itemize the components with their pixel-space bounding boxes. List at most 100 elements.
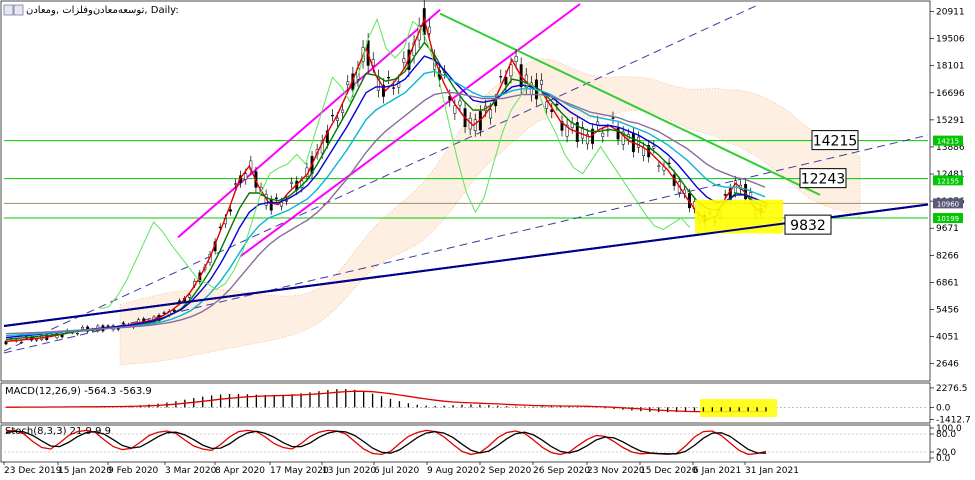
window-title-bar: توسعه‌معادن‌وفلزات ,ومعادن, Daily:: [3, 4, 179, 16]
date-tick-label: 15 Jan 2020: [58, 466, 112, 476]
level-tag-box: [799, 168, 847, 189]
candle-body: [657, 165, 661, 168]
price-tick-label: 16696: [936, 89, 965, 99]
candle-body: [381, 84, 385, 97]
chikou-line: [99, 18, 691, 310]
candle-body: [514, 56, 518, 62]
candle-body: [121, 322, 125, 324]
macd-signal-line: [6, 390, 766, 413]
candle-body: [586, 134, 589, 145]
price-tick-label: 8266: [936, 251, 959, 261]
candle-body: [560, 121, 564, 131]
macd-highlight-box: [700, 399, 777, 417]
price-tick-label: 12481: [936, 170, 965, 180]
stoch-tick-label: 80.0: [936, 430, 956, 440]
candle-body: [137, 319, 141, 323]
candle-body: [269, 199, 273, 211]
candle-body: [35, 339, 39, 341]
date-tick-label: 6 Jan 2021: [693, 466, 741, 476]
stoch-tick-label: 100.0: [936, 424, 962, 434]
candle-body: [540, 79, 544, 85]
level-tags: 14215 12155 10960 10199 14215 12243 9832: [784, 130, 963, 235]
support-trendline-overlay: [3, 203, 929, 328]
candle-body: [325, 130, 329, 143]
candle-body: [616, 127, 620, 140]
highlights: [3, 199, 929, 328]
stoch-panel-frame: [0, 424, 931, 463]
candle-body: [4, 341, 8, 345]
level-tag-label: 14215: [813, 134, 858, 150]
date-tick-label: 23 Dec 2019: [4, 466, 62, 476]
window-title: توسعه‌معادن‌وفلزات ,ومعادن, Daily:: [26, 5, 179, 16]
date-tick-label: 15 Dec 2020: [640, 466, 698, 476]
candle-body: [244, 173, 248, 180]
candle-body: [290, 181, 294, 184]
candle-body: [402, 58, 406, 63]
price-tick-label: 18101: [936, 62, 965, 72]
price-tag-label: 10960: [937, 200, 959, 208]
level-tag-label: 12243: [801, 172, 846, 188]
dashed-trendline-upper: [3, 3, 761, 352]
date-tick-label: 31 Jan 2021: [745, 466, 799, 476]
candle-body: [75, 332, 79, 335]
support-highlight-box: [695, 199, 783, 234]
candle-body: [565, 124, 569, 137]
price-tag-box: [933, 213, 963, 224]
price-tag-box: [933, 135, 963, 146]
candle-body: [172, 309, 176, 312]
candle-body: [330, 114, 334, 117]
channel-lower-line: [239, 3, 581, 258]
macd-signal-polyline: [6, 390, 766, 413]
stoch-axis: 100.080.0 20.00.0: [4, 424, 962, 464]
level-tag-label: 9832: [790, 218, 826, 234]
price-tick-label: 6861: [936, 278, 959, 288]
date-tick-label: 3 Mar 2020: [165, 466, 217, 476]
macd-tick-label: 0.0: [936, 403, 951, 413]
candle-body: [509, 64, 513, 77]
price-tick-label: 2646: [936, 360, 959, 370]
ichimoku-cloud-area: [119, 58, 861, 365]
ma-slow-line: [5, 91, 766, 335]
resistance-trendline: [439, 12, 821, 196]
candle-body: [652, 145, 656, 149]
price-tag-box: [933, 175, 963, 186]
macd-tick-label: 2276.5: [936, 384, 968, 394]
window-icon[interactable]: [3, 4, 14, 16]
stoch-lines: [5, 429, 767, 456]
chart-type-icon[interactable]: [13, 4, 24, 16]
main-panel-frame: [0, 0, 931, 382]
date-tick-label: 23 Nov 2020: [587, 466, 645, 476]
price-tag-box: [933, 198, 963, 209]
candle-body: [346, 81, 350, 86]
price-tick-label: 15291: [936, 116, 965, 126]
candle-body: [106, 325, 110, 327]
price-tick-label: 4051: [936, 333, 959, 343]
candle-body: [621, 131, 625, 145]
date-tick-label: 13 Jun 2020: [322, 466, 376, 476]
candle-body: [723, 194, 727, 196]
candle-body: [162, 312, 166, 314]
candle-body: [458, 100, 462, 106]
channel-upper-line: [177, 9, 441, 239]
level-tag-box: [811, 130, 859, 151]
candle-body: [177, 300, 181, 302]
candle-body: [489, 109, 493, 119]
price-tick-label: 9671: [936, 224, 959, 234]
candle-body: [234, 183, 237, 185]
ichimoku-cloud: [119, 58, 861, 365]
date-tick-label: 6 Jul 2020: [374, 466, 419, 476]
price-tag-label: 12155: [937, 177, 959, 185]
candle-body: [611, 117, 615, 119]
ma-red-line: [5, 17, 766, 343]
candle-body: [601, 132, 605, 137]
main-series: [5, 17, 766, 343]
candle-body: [336, 117, 339, 121]
macd-title: MACD(12,26,9) -564.3 -563.9: [5, 386, 152, 397]
price-tick-label: 13886: [936, 143, 965, 153]
candle-body: [453, 105, 457, 114]
macd-highlight: [700, 399, 777, 417]
candle-body: [81, 326, 84, 330]
price-tick-label: 5456: [936, 306, 959, 316]
